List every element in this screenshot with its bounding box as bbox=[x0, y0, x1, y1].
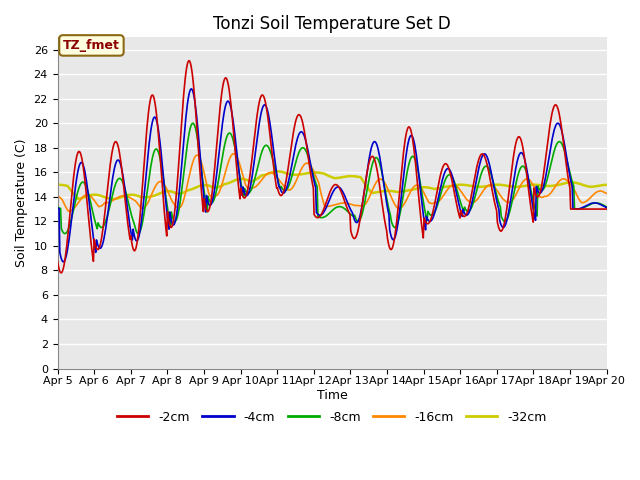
X-axis label: Time: Time bbox=[317, 389, 348, 402]
Y-axis label: Soil Temperature (C): Soil Temperature (C) bbox=[15, 139, 28, 267]
Text: TZ_fmet: TZ_fmet bbox=[63, 39, 120, 52]
Title: Tonzi Soil Temperature Set D: Tonzi Soil Temperature Set D bbox=[213, 15, 451, 33]
Legend: -2cm, -4cm, -8cm, -16cm, -32cm: -2cm, -4cm, -8cm, -16cm, -32cm bbox=[112, 406, 552, 429]
